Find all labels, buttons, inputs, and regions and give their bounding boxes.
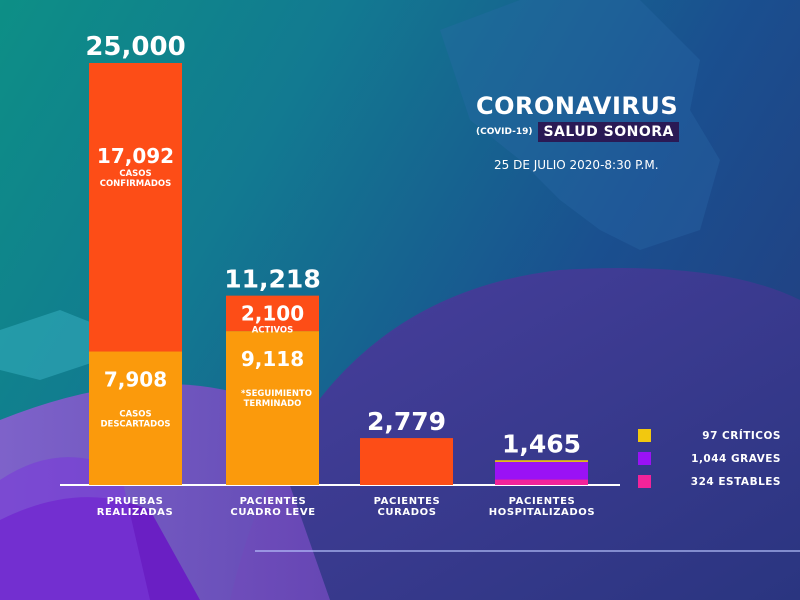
category-label-pruebas: PRUEBAS REALIZADAS xyxy=(96,496,174,518)
segment-value-label: 9,118 xyxy=(241,347,304,371)
subtitle-row: (COVID-19) SALUD SONORA xyxy=(476,122,706,142)
legend-swatch xyxy=(638,475,651,488)
legend-label: 1,044 GRAVES xyxy=(691,452,781,465)
bar-total-label-curados: 2,779 xyxy=(367,407,446,436)
legend-item-graves: 1,044 GRAVES xyxy=(638,447,781,470)
segment-value-label: 17,092 xyxy=(97,144,174,168)
legend-item-estables: 324 ESTABLES xyxy=(638,470,781,493)
bar-segment-hospitalizados-3 xyxy=(495,460,588,462)
swoosh-shape xyxy=(0,457,150,600)
legend-item-criticos: 97 CRÍTICOS xyxy=(638,424,781,447)
category-label-cuadro-leve: PACIENTES CUADRO LEVE xyxy=(230,496,316,518)
legend: 97 CRÍTICOS 1,044 GRAVES 324 ESTABLES xyxy=(638,424,781,493)
bar-segment-hospitalizados-2 xyxy=(495,461,588,480)
bar-segment-cuadro-leve-1 xyxy=(226,331,319,485)
covid-tag: (COVID-19) xyxy=(476,127,533,137)
globe-shape xyxy=(230,268,800,600)
legend-label: 324 ESTABLES xyxy=(690,475,781,488)
bar-total-label-cuadro-leve: 11,218 xyxy=(224,265,320,294)
segment-caption: DESCARTADOS xyxy=(100,420,170,430)
bar-segment-hospitalizados-1 xyxy=(495,479,588,485)
bar-segment-curados-1 xyxy=(360,438,453,485)
bar-total-label-pruebas: 25,000 xyxy=(85,32,185,62)
segment-caption: CASOS xyxy=(119,410,151,420)
org-badge: SALUD SONORA xyxy=(538,122,679,142)
segment-value-label: 7,908 xyxy=(104,368,167,392)
bar-segment-pruebas-2 xyxy=(89,63,182,352)
segment-value-label: 2,100 xyxy=(241,302,304,326)
legend-swatch xyxy=(638,452,651,465)
segment-caption: ACTIVOS xyxy=(252,326,294,336)
page-title: CORONAVIRUS xyxy=(476,92,679,120)
segment-caption: TERMINADO xyxy=(244,399,302,409)
bar-segment-cuadro-leve-2 xyxy=(226,295,319,332)
category-label-curados: PACIENTES CURADOS xyxy=(373,496,441,518)
segment-caption: CASOS xyxy=(119,169,151,179)
bar-segment-pruebas-1 xyxy=(89,351,182,485)
segment-caption: CONFIRMADOS xyxy=(100,179,172,189)
map-shape xyxy=(0,310,110,380)
bar-total-label-hospitalizados: 1,465 xyxy=(502,429,581,458)
legend-label: 97 CRÍTICOS xyxy=(702,429,781,442)
title-block: CORONAVIRUS (COVID-19) SALUD SONORA 25 D… xyxy=(476,92,706,172)
segment-caption: *SEGUIMIENTO xyxy=(241,389,312,399)
category-label-hospitalizados: PACIENTES HOSPITALIZADOS xyxy=(488,496,596,518)
legend-swatch xyxy=(638,429,651,442)
report-date: 25 DE JULIO 2020-8:30 P.M. xyxy=(494,158,659,172)
